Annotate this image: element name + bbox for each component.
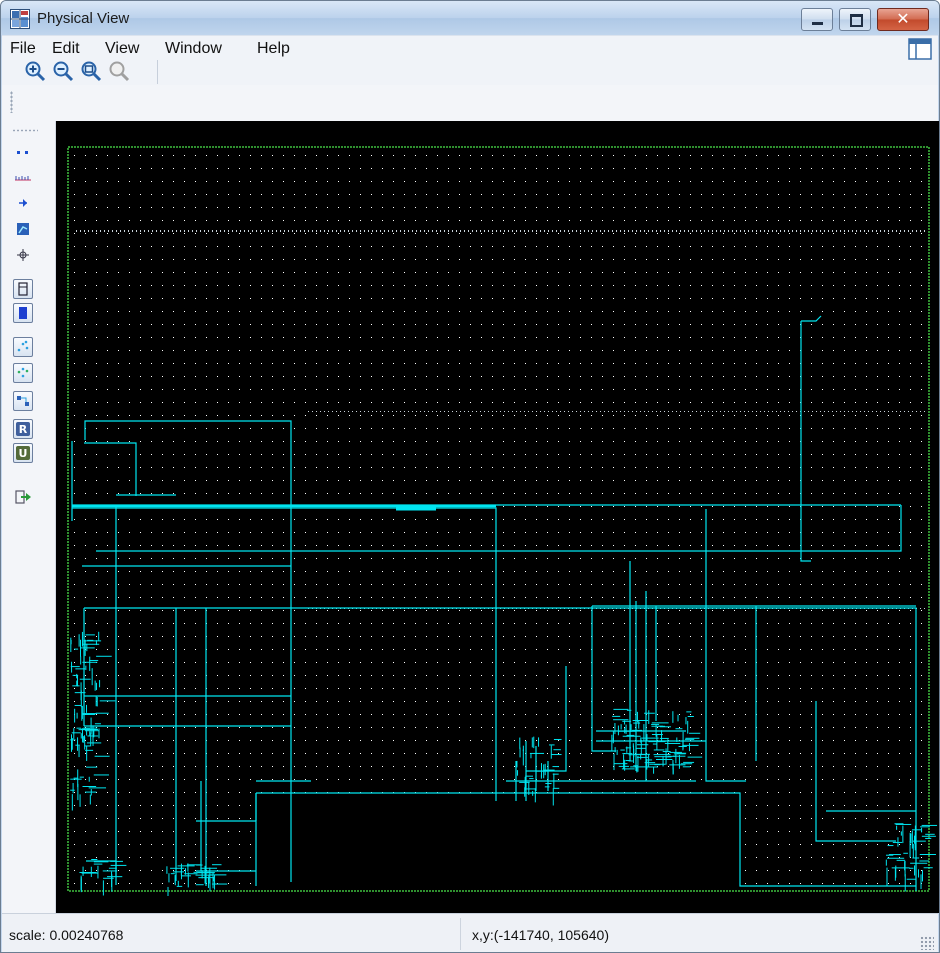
grid-layout-icon: [10, 9, 30, 29]
svg-text:U: U: [19, 447, 28, 460]
cursor-coordinates: x,y:(-141740, 105640): [472, 927, 609, 943]
svg-text:R: R: [19, 423, 28, 436]
toolbar-separator: [157, 60, 158, 84]
menu-help[interactable]: Help: [257, 40, 290, 57]
window-title: Physical View: [37, 10, 130, 27]
maximize-button[interactable]: [839, 8, 871, 31]
net-connect-icon: [17, 396, 29, 406]
toolbar-grip[interactable]: [10, 91, 13, 113]
arrow-left-icon[interactable]: [13, 193, 33, 213]
resize-grip[interactable]: [920, 936, 934, 950]
dense-dot-rows: [76, 231, 926, 232]
net-cluster-button[interactable]: [13, 363, 33, 383]
panel-layout-icon[interactable]: [908, 38, 932, 60]
r-toggle-icon: R: [16, 422, 30, 436]
zoom-disabled-icon[interactable]: [108, 60, 130, 82]
cell-filled-icon: [19, 307, 27, 319]
u-toggle-icon: U: [16, 446, 30, 460]
die-boundary: [67, 146, 930, 892]
minimize-icon: [812, 22, 823, 25]
status-bar: scale: 0.00240768 x,y:(-141740, 105640): [2, 913, 938, 952]
r-toggle-button[interactable]: R: [13, 419, 33, 439]
zoom-out-icon[interactable]: [52, 60, 74, 82]
cell-outline-button[interactable]: [13, 279, 33, 299]
route-icon[interactable]: [13, 219, 33, 239]
title-bar[interactable]: Physical View ✕: [1, 1, 939, 35]
side-toolbar: R U: [2, 121, 56, 913]
net-cluster-icon: [17, 367, 29, 378]
status-divider: [460, 918, 461, 950]
blockage-region: [256, 793, 740, 889]
zoom-in-icon[interactable]: [24, 60, 46, 82]
layout-canvas[interactable]: [56, 121, 939, 913]
scale-readout: scale: 0.00240768: [9, 927, 124, 943]
maximize-icon: [850, 14, 863, 27]
u-toggle-button[interactable]: U: [13, 443, 33, 463]
net-scatter-button[interactable]: [13, 337, 33, 357]
cell-filled-button[interactable]: [13, 303, 33, 323]
menu-file[interactable]: File: [10, 40, 36, 57]
menu-edit[interactable]: Edit: [52, 40, 80, 57]
minimize-button[interactable]: [801, 8, 833, 31]
layout-drawing: [67, 146, 938, 897]
net-scatter-icon: [17, 340, 29, 352]
menu-window[interactable]: Window: [165, 40, 222, 57]
toolbar: [2, 60, 938, 122]
ruler-icon[interactable]: [13, 168, 33, 188]
crosshair-icon[interactable]: [13, 245, 33, 265]
side-toolbar-grip[interactable]: [12, 129, 38, 132]
net-connect-button[interactable]: [13, 391, 33, 411]
pins-icon[interactable]: [13, 143, 33, 163]
dense-net-clusters: [70, 631, 938, 897]
close-icon: ✕: [896, 11, 910, 28]
close-button[interactable]: ✕: [877, 8, 929, 31]
export-icon[interactable]: [13, 487, 33, 507]
grid-dots: [68, 147, 929, 891]
cell-outline-icon: [18, 282, 28, 296]
menu-view[interactable]: View: [105, 40, 140, 57]
menu-bar: File Edit View Window Help: [2, 35, 938, 86]
zoom-fit-icon[interactable]: [80, 60, 102, 82]
